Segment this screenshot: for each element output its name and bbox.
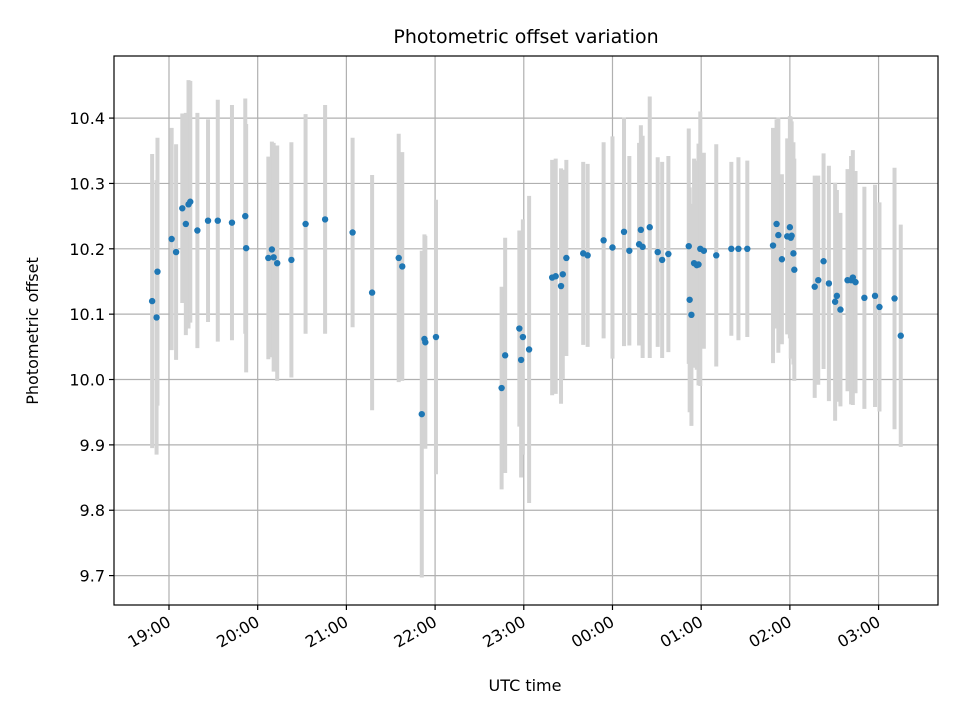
data-point xyxy=(516,325,523,332)
data-point xyxy=(837,306,844,313)
data-point xyxy=(897,332,904,339)
data-point xyxy=(242,244,250,252)
chart-title: Photometric offset variation xyxy=(393,26,658,48)
data-point xyxy=(274,259,281,267)
data-point xyxy=(778,256,786,263)
data-point xyxy=(194,227,201,234)
data-point xyxy=(728,245,735,253)
data-point xyxy=(637,226,645,234)
data-point xyxy=(775,231,782,239)
data-point xyxy=(820,258,827,265)
data-point xyxy=(418,410,425,418)
data-point xyxy=(609,244,616,251)
y-tick-label: 9.7 xyxy=(80,567,105,586)
data-point xyxy=(788,232,795,239)
data-point xyxy=(519,333,527,341)
data-point xyxy=(584,252,591,259)
data-point xyxy=(559,271,567,278)
data-point xyxy=(685,242,692,250)
data-point xyxy=(187,198,194,205)
y-tick-label: 10.3 xyxy=(69,174,105,193)
data-point xyxy=(786,224,794,231)
y-axis: 9.7 9.8 9.9 10.0 10.1 10.2 10.3 10.4 xyxy=(69,109,114,586)
y-tick-label: 10.2 xyxy=(69,240,105,259)
plot-area-background xyxy=(114,56,938,605)
data-point xyxy=(700,247,708,254)
data-point xyxy=(517,356,525,364)
y-tick-label: 10.1 xyxy=(69,305,105,324)
data-point xyxy=(626,247,633,254)
data-point xyxy=(891,295,898,302)
data-point xyxy=(811,283,818,290)
data-point xyxy=(686,296,693,303)
y-tick-label: 9.8 xyxy=(80,501,105,520)
data-point xyxy=(600,237,607,244)
data-point xyxy=(265,254,272,262)
data-point xyxy=(773,220,780,228)
data-point xyxy=(228,219,236,226)
data-point xyxy=(852,278,859,286)
data-point xyxy=(168,235,175,243)
data-point xyxy=(368,289,376,296)
data-point xyxy=(790,250,797,257)
data-point xyxy=(242,212,249,220)
data-point xyxy=(861,294,868,302)
data-point xyxy=(665,250,672,258)
data-point xyxy=(270,254,277,261)
data-point xyxy=(654,248,661,256)
y-axis-label: Photometric offset xyxy=(23,257,42,405)
data-point xyxy=(695,261,702,268)
data-point xyxy=(399,263,406,270)
data-point xyxy=(876,303,883,311)
y-tick-label: 10.4 xyxy=(69,109,105,128)
data-point xyxy=(871,292,879,300)
data-point xyxy=(422,339,429,346)
data-point xyxy=(501,352,509,359)
data-point xyxy=(713,252,720,259)
data-point xyxy=(688,311,695,319)
data-point xyxy=(833,292,841,300)
data-point xyxy=(349,229,356,236)
data-point xyxy=(658,256,666,264)
data-point xyxy=(557,282,565,290)
data-point xyxy=(825,280,833,287)
y-tick-label: 9.9 xyxy=(80,436,105,455)
data-point xyxy=(791,266,798,273)
data-point xyxy=(744,245,751,253)
data-point xyxy=(153,314,160,321)
data-point xyxy=(148,297,156,305)
data-point xyxy=(831,298,839,305)
data-point xyxy=(525,346,533,353)
data-point xyxy=(646,224,653,231)
data-point xyxy=(204,217,212,224)
plot-frame xyxy=(113,55,939,606)
data-point xyxy=(172,248,180,256)
data-points xyxy=(148,198,904,418)
data-point xyxy=(302,220,309,228)
data-point xyxy=(815,276,822,284)
x-axis-label: UTC time xyxy=(489,676,562,695)
data-point xyxy=(154,268,161,275)
data-point xyxy=(639,243,646,251)
data-point xyxy=(498,384,505,392)
data-point xyxy=(268,246,276,253)
data-point xyxy=(395,254,402,262)
data-point xyxy=(214,217,221,224)
data-point xyxy=(182,220,190,228)
data-point xyxy=(563,254,570,262)
data-point xyxy=(769,242,777,249)
data-point xyxy=(288,256,295,264)
data-point xyxy=(432,333,440,341)
data-point xyxy=(735,245,742,253)
data-point xyxy=(321,216,329,223)
data-point xyxy=(179,205,186,212)
data-point xyxy=(620,228,628,236)
data-point xyxy=(552,273,559,280)
y-tick-label: 10.0 xyxy=(69,371,105,390)
